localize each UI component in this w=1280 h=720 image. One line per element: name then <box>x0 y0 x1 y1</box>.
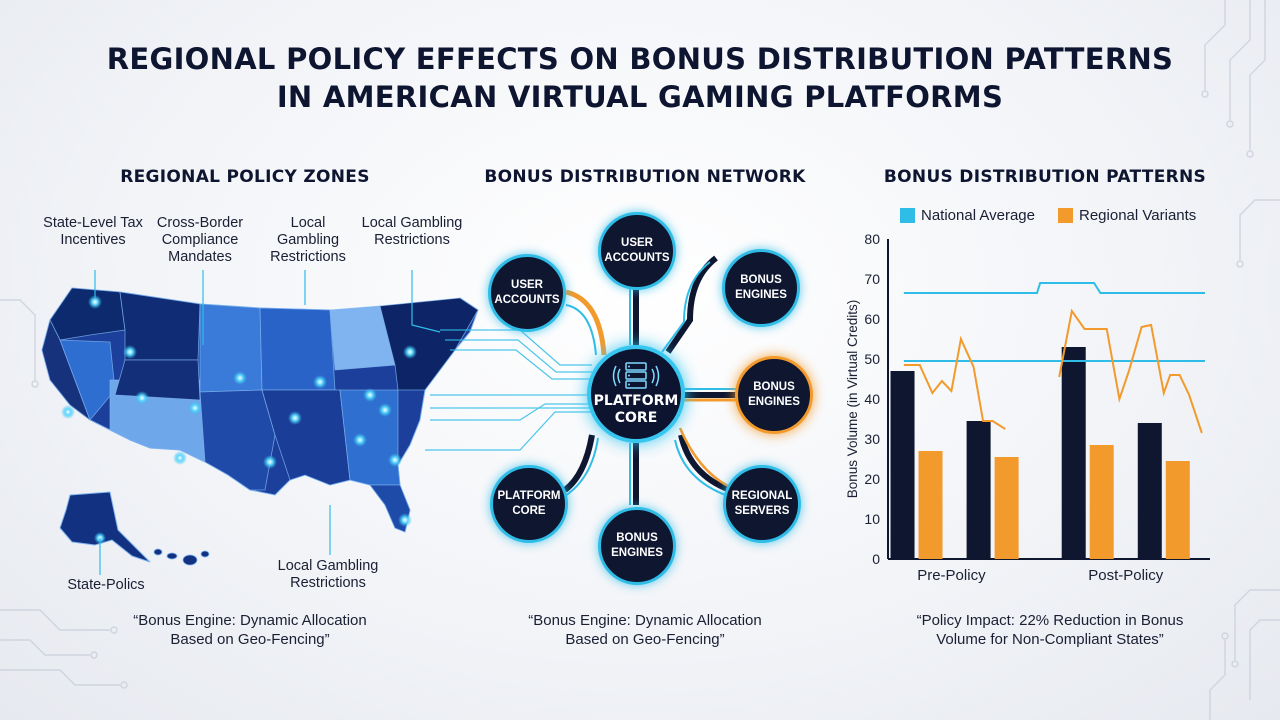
map-callout-state-polics: State-Polics <box>67 577 145 593</box>
bar-national <box>1061 347 1086 559</box>
network-section-title: BONUS DISTRIBUTION NETWORK <box>484 167 806 187</box>
y-tick-label: 0 <box>872 551 880 567</box>
server-icon <box>612 362 660 389</box>
map-section-title: REGIONAL POLICY ZONES <box>120 167 370 187</box>
bar-regional <box>994 457 1019 559</box>
y-tick-label: 30 <box>864 431 880 447</box>
node-regional-servers[interactable]: REGIONAL SERVERS <box>723 465 801 543</box>
bar-national <box>1137 423 1162 559</box>
page-title: REGIONAL POLICY EFFECTS ON BONUS DISTRIB… <box>106 42 1174 114</box>
legend-swatch-cyan <box>900 208 915 223</box>
y-tick-label: 60 <box>864 311 880 327</box>
y-tick-label: 40 <box>864 391 880 407</box>
y-tick-label: 20 <box>864 471 880 487</box>
map-zone-nevada <box>59 339 116 421</box>
legend-label-regional: Regional Variants <box>1079 207 1197 224</box>
bar-national <box>966 421 991 559</box>
legend-swatch-orange <box>1058 208 1073 223</box>
map-callout-local-bottom: Local Gambling Restrictions <box>277 558 379 591</box>
line-regional-variants <box>903 335 1006 430</box>
bar-regional <box>1165 461 1190 559</box>
network-caption: “Bonus Engine: Dynamic Allocation Based … <box>528 612 762 648</box>
bar-regional <box>1089 445 1114 559</box>
bar-regional <box>918 451 943 559</box>
legend-national-average: National Average <box>900 207 1035 224</box>
y-axis-label: Bonus Volume (in Virtual Credits) <box>845 300 860 499</box>
chart-section-title: BONUS DISTRIBUTION PATTERNS <box>883 167 1207 187</box>
chart-caption: “Policy Impact: 22% Reduction in Bonus V… <box>916 612 1184 648</box>
line-regional-variants <box>1058 308 1203 434</box>
us-policy-map <box>41 270 479 575</box>
legend-regional-variants: Regional Variants <box>1058 207 1196 224</box>
map-zone-colorado <box>114 359 201 401</box>
y-tick-label: 50 <box>864 351 880 367</box>
node-user-accounts-left[interactable]: USER ACCOUNTS <box>488 254 566 332</box>
map-callout-local-1: Local Gambling Restrictions <box>270 215 346 265</box>
node-bonus-engines-bottom[interactable]: BONUS ENGINES <box>598 507 676 585</box>
y-tick-label: 10 <box>864 511 880 527</box>
legend-label-national: National Average <box>921 207 1035 224</box>
map-alaska <box>59 491 151 563</box>
map-callout-tax: State-Level Tax Incentives <box>43 215 143 248</box>
bar-national <box>890 371 915 559</box>
map-caption: “Bonus Engine: Dynamic Allocation Based … <box>133 612 367 648</box>
line-national-average <box>903 282 1205 294</box>
x-category-label: Pre-Policy <box>917 567 986 584</box>
x-category-label: Post-Policy <box>1088 567 1164 584</box>
y-tick-label: 80 <box>864 231 880 247</box>
map-callout-local-2: Local Gambling Restrictions <box>361 215 463 248</box>
y-tick-label: 70 <box>864 271 880 287</box>
bonus-distribution-chart: 0 10 20 30 40 50 60 70 80 Bonus Volume (in Virtua… <box>845 231 1210 584</box>
node-bonus-engines-upper[interactable]: BONUS ENGINES <box>722 249 800 327</box>
map-hawaii <box>153 548 210 566</box>
node-user-accounts-top[interactable]: USER ACCOUNTS <box>598 212 676 290</box>
platform-core-hub[interactable]: PLATFORM CORE <box>587 345 685 443</box>
map-callout-compliance: Cross-Border Compliance Mandates <box>156 215 244 265</box>
map-zone-northeast <box>379 297 479 391</box>
node-bonus-engines-mid[interactable]: BONUS ENGINES <box>735 356 813 434</box>
node-platform-core-small[interactable]: PLATFORM CORE <box>490 465 568 543</box>
